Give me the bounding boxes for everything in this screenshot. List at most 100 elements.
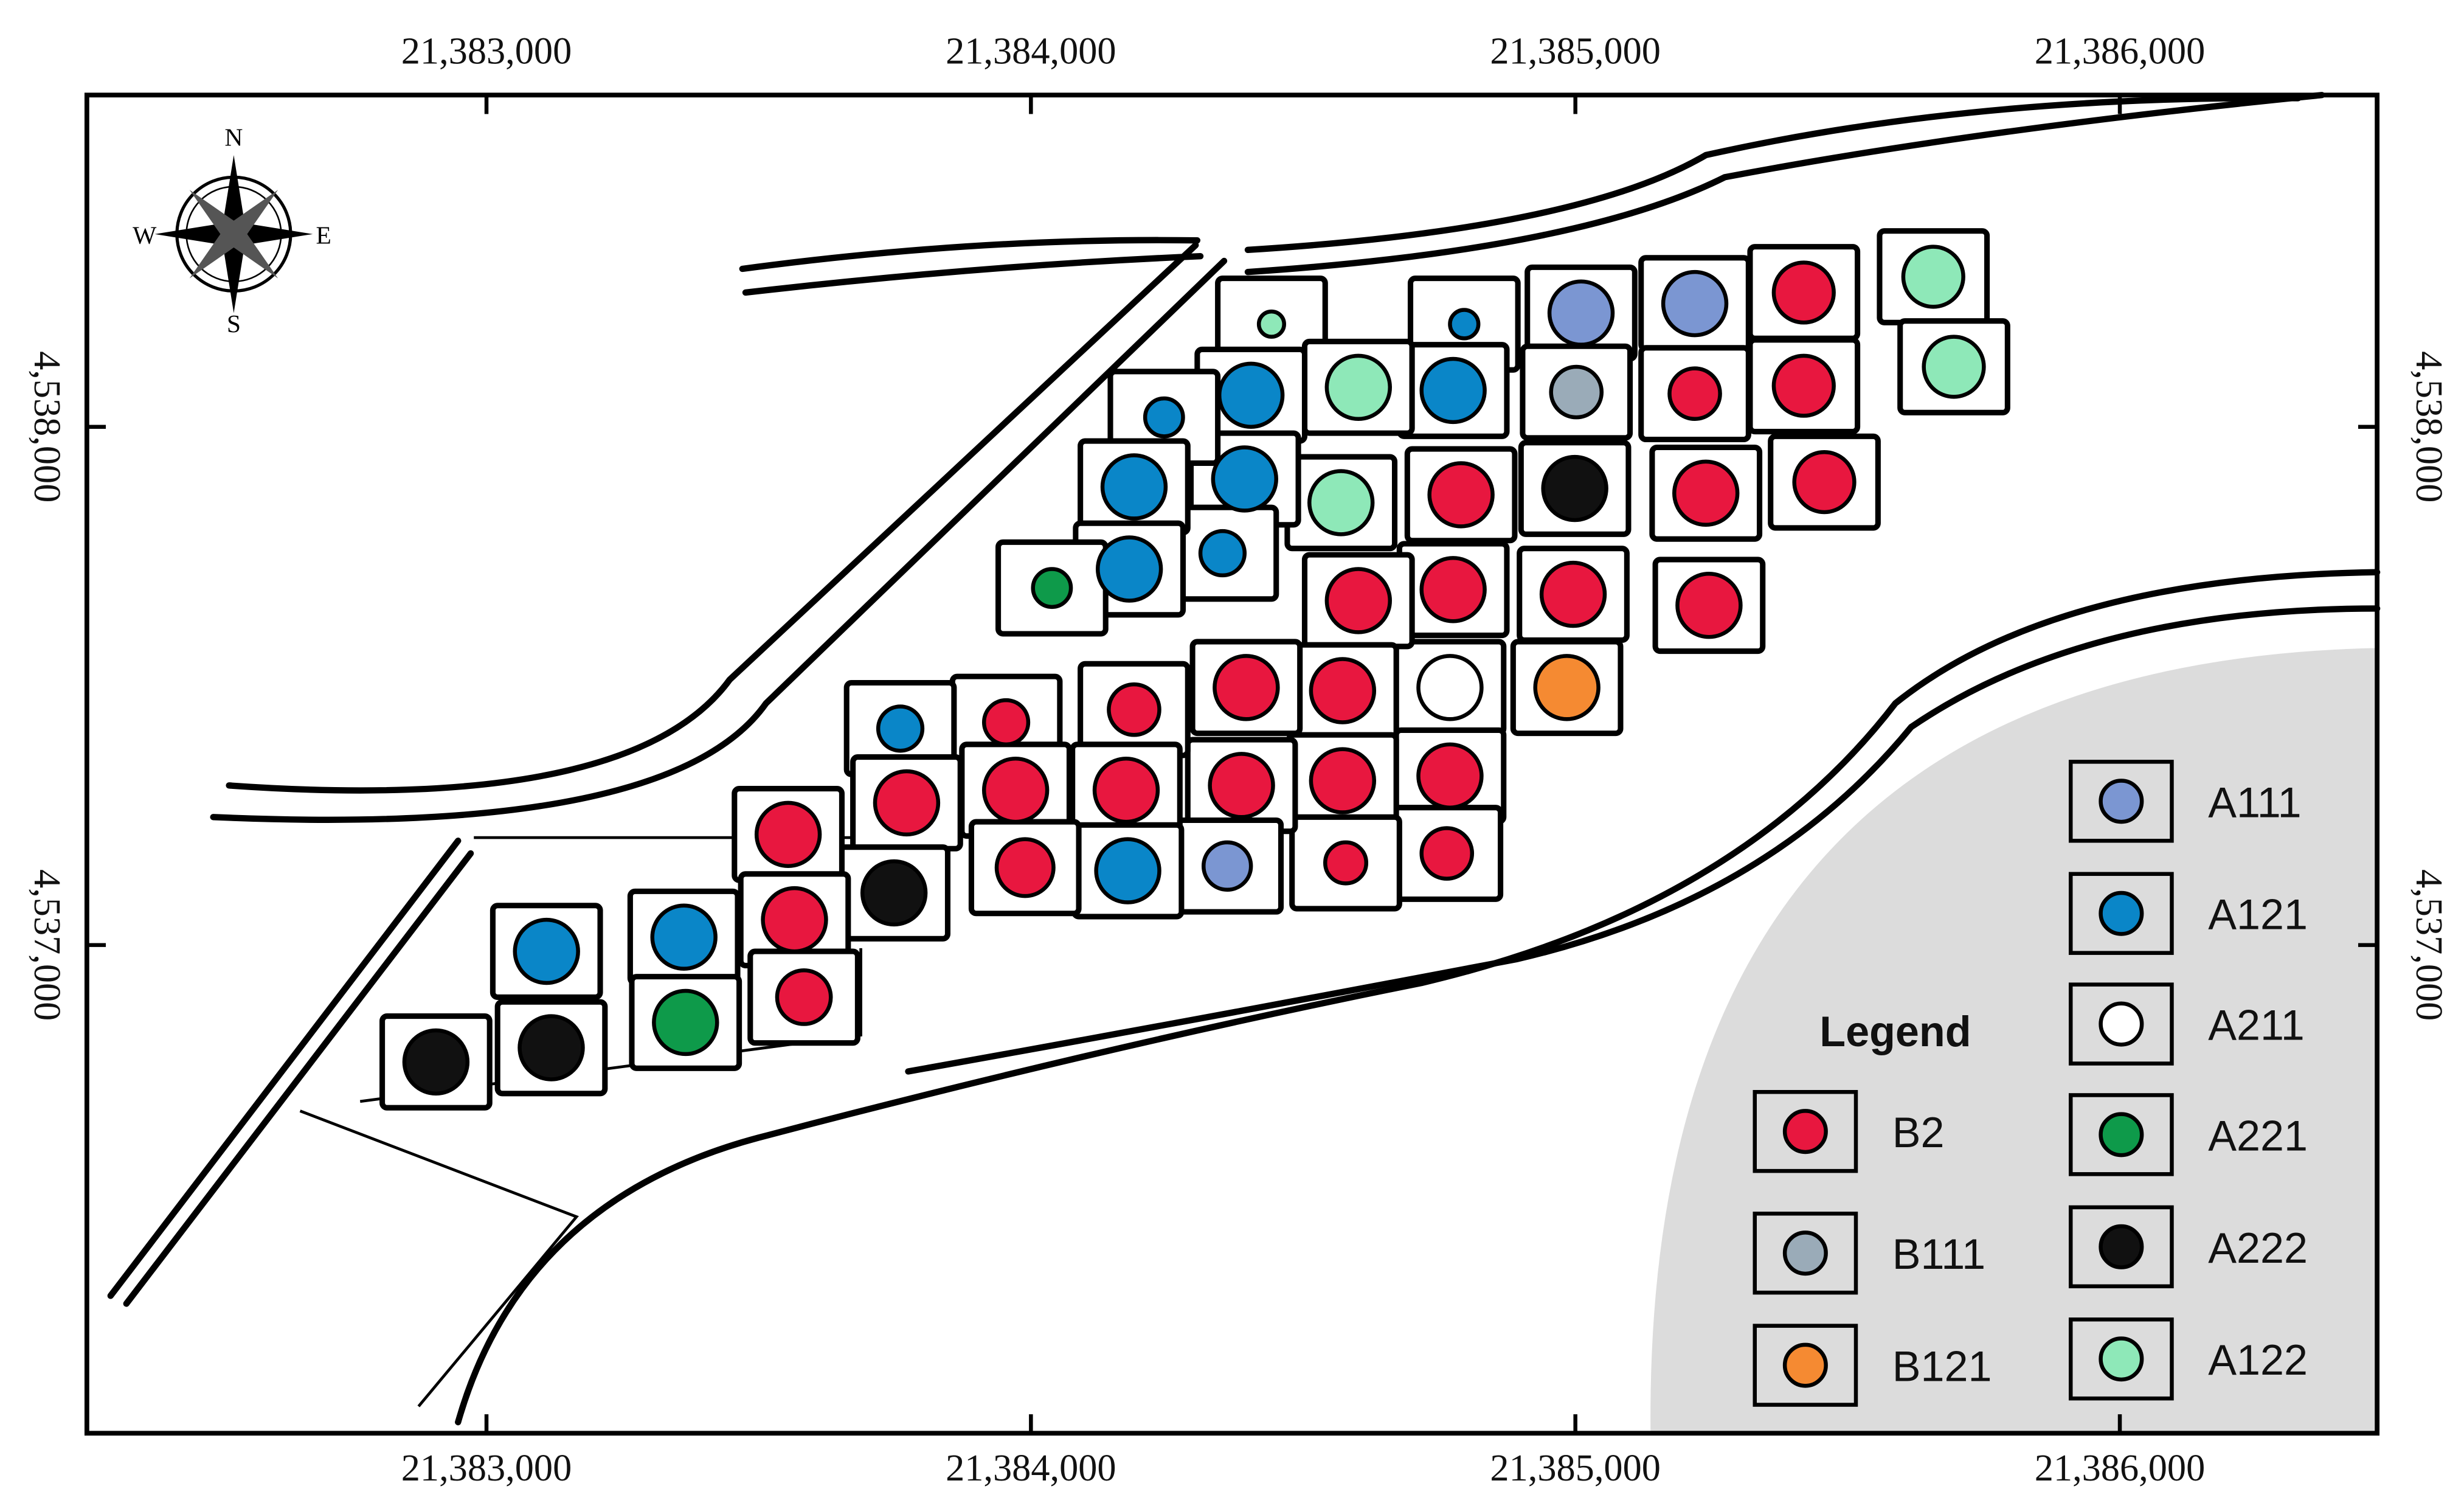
- plot-marker: [1208, 752, 1275, 819]
- plot-marker: [1256, 309, 1286, 339]
- legend-label: A121: [2208, 891, 2308, 939]
- legend-label: B121: [1892, 1343, 1992, 1390]
- legend-label: A122: [2208, 1336, 2308, 1384]
- legend-label: A211: [2208, 1002, 2305, 1049]
- plot-marker: [1198, 529, 1247, 578]
- x-tick-label-bottom: 21,386,000: [2035, 1447, 2205, 1489]
- compass-e: E: [316, 221, 331, 249]
- x-tick-label-bottom: 21,384,000: [946, 1447, 1116, 1489]
- plot-marker: [1549, 364, 1604, 420]
- plot-marker: [1324, 567, 1392, 634]
- plot-marker: [1419, 556, 1487, 623]
- x-tick-label-top: 21,385,000: [1490, 30, 1660, 72]
- legend-swatch: [1782, 1231, 1828, 1276]
- legend-label: A222: [2208, 1224, 2308, 1272]
- plot-marker: [876, 704, 925, 753]
- plot-marker: [1416, 654, 1484, 721]
- plot-marker: [402, 1028, 470, 1096]
- legend-swatch: [2099, 1224, 2144, 1269]
- plot-marker: [1539, 560, 1607, 628]
- y-tick-label-left: 4,537,000: [26, 869, 68, 1021]
- x-tick-label-bottom: 21,383,000: [401, 1447, 572, 1489]
- plot-marker: [1541, 454, 1608, 522]
- legend-swatch: [2099, 890, 2144, 936]
- plot-marker: [1547, 279, 1615, 347]
- plot-marker: [1213, 654, 1280, 721]
- plot-marker: [1309, 657, 1377, 724]
- legend-area: [1650, 648, 2378, 1434]
- plot-marker: [1201, 840, 1253, 892]
- plot-marker: [1107, 682, 1161, 737]
- roads: [107, 92, 2381, 1426]
- plot-marker: [1419, 356, 1487, 425]
- legend-swatch-box: [2068, 872, 2174, 955]
- plot-marker: [761, 886, 828, 954]
- plot-marker: [873, 769, 941, 837]
- legend-swatch: [1782, 1342, 1828, 1388]
- plot-marker: [1901, 245, 1965, 309]
- y-tick-label-right: 4,537,000: [2408, 869, 2450, 1021]
- plot-marker: [1094, 837, 1161, 904]
- legend-label: B2: [1892, 1109, 1945, 1156]
- plot-marker: [1667, 366, 1722, 421]
- plot-marker: [1217, 361, 1285, 429]
- legend-label: A111: [2208, 779, 2301, 826]
- legend-label: B111: [1892, 1231, 1985, 1278]
- plot-marker: [1533, 654, 1601, 721]
- plot-markers: [402, 245, 1986, 1096]
- legend-swatch-box: [2068, 1205, 2174, 1288]
- plot-marker: [517, 1014, 585, 1081]
- plot-marker: [1448, 308, 1481, 341]
- plot-marker: [650, 903, 718, 971]
- plot-marker: [1672, 459, 1740, 527]
- plot-marker: [1092, 756, 1160, 824]
- legend-swatch-box: [1753, 1212, 1858, 1295]
- legend-swatch-box: [2068, 760, 2174, 843]
- compass-s: S: [227, 310, 241, 338]
- legend-swatch: [1782, 1109, 1828, 1154]
- plot-marker: [1427, 461, 1495, 529]
- legend-label: A221: [2208, 1112, 2308, 1159]
- plot-marker: [513, 917, 580, 985]
- legend-swatch: [2099, 1001, 2144, 1047]
- plot-marker: [1416, 742, 1484, 810]
- plot-marker: [1323, 840, 1369, 886]
- plot-marker: [1143, 396, 1185, 439]
- plot-marker: [1324, 353, 1392, 421]
- legend-swatch: [2099, 1112, 2144, 1158]
- plot-marker: [775, 968, 833, 1026]
- legend-swatch-box: [1753, 1324, 1858, 1407]
- legend-swatch-box: [2068, 982, 2174, 1066]
- legend-swatch-box: [1753, 1090, 1858, 1173]
- plot-marker: [1100, 453, 1168, 521]
- plot-marker: [1792, 450, 1857, 515]
- plot-marker: [1307, 469, 1375, 536]
- plot-marker: [1419, 826, 1475, 881]
- plot-marker: [1031, 567, 1073, 609]
- legend-swatch: [2099, 779, 2144, 824]
- legend-title: Legend: [1819, 1008, 1971, 1055]
- plot-marker: [981, 756, 1050, 824]
- legend-swatch-box: [2068, 1093, 2174, 1176]
- x-tick-label-top: 21,383,000: [401, 30, 572, 72]
- legend-swatch-box: [2068, 1317, 2174, 1401]
- plot-marker: [1211, 445, 1278, 513]
- plot-marker: [1309, 747, 1377, 814]
- plot-marker: [1095, 535, 1163, 603]
- plot-marker: [1771, 353, 1836, 418]
- legend-swatch: [2099, 1336, 2144, 1382]
- x-tick-label-top: 21,386,000: [2035, 30, 2205, 72]
- plot-marker: [1922, 335, 1986, 399]
- y-tick-label-left: 4,538,000: [26, 351, 68, 502]
- y-tick-label-right: 4,538,000: [2408, 351, 2450, 502]
- plot-marker: [860, 859, 928, 927]
- plot-marker: [981, 698, 1031, 747]
- plot-marker: [652, 988, 719, 1057]
- plot-marker: [1771, 260, 1836, 325]
- x-tick-label-bottom: 21,385,000: [1490, 1447, 1660, 1489]
- compass-n: N: [224, 123, 243, 151]
- plot-marker: [994, 837, 1056, 898]
- x-tick-label-top: 21,384,000: [946, 30, 1116, 72]
- plot-marker: [1675, 572, 1743, 639]
